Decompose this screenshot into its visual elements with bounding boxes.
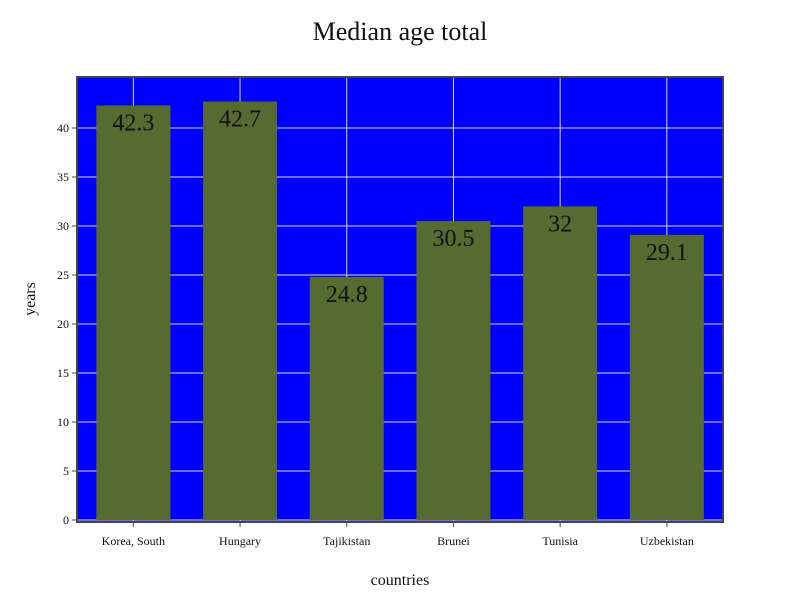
data-labels: 42.3 42.7 24.8 30.5 32 29.1	[112, 107, 688, 308]
chart-title: Median age total	[313, 17, 488, 46]
x-tick-label: Korea, South	[102, 534, 165, 548]
plot-frame	[76, 76, 724, 523]
bar-value-label: 42.7	[219, 107, 261, 133]
x-tick-label: Tajikistan	[323, 534, 370, 548]
bar-value-label: 42.3	[112, 110, 154, 136]
y-tick-label: 25	[57, 268, 69, 282]
y-tick-label: 15	[57, 366, 69, 380]
y-tick-label: 35	[57, 170, 69, 184]
y-tick-label: 10	[57, 415, 69, 429]
bar	[96, 105, 171, 521]
bar	[309, 276, 384, 520]
x-axis-label: countries	[371, 572, 430, 589]
bar-value-label: 24.8	[326, 282, 368, 308]
bar	[203, 101, 278, 520]
bar-value-label: 29.1	[646, 240, 688, 266]
y-tick-label: 20	[57, 317, 69, 331]
plot-area	[77, 77, 723, 522]
bars	[96, 101, 704, 521]
x-tick-label: Brunei	[437, 534, 470, 548]
bar	[416, 221, 491, 520]
y-axis-label: years	[22, 282, 39, 316]
bar-value-label: 30.5	[432, 226, 474, 252]
y-tick-label: 30	[57, 219, 69, 233]
y-axis-ticks: 0 5 10 15 20 25 30 35 40	[57, 121, 77, 527]
y-tick-label: 40	[57, 121, 69, 135]
x-tick-label: Tunisia	[542, 534, 578, 548]
x-axis-ticks: Korea, South Hungary Tajikistan Brunei Tunis…	[102, 522, 694, 548]
y-tick-label: 0	[63, 513, 69, 527]
y-tick-label: 5	[63, 464, 69, 478]
bar	[523, 206, 598, 520]
x-tick-label: Hungary	[219, 534, 261, 548]
bar	[629, 234, 704, 520]
bar-value-label: 32	[548, 211, 572, 237]
x-tick-label: Uzbekistan	[640, 534, 694, 548]
